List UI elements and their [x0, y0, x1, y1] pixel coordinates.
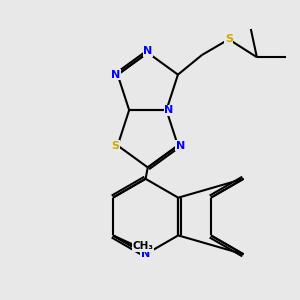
Text: S: S [225, 34, 233, 44]
Text: N: N [164, 105, 174, 115]
Text: N: N [143, 46, 152, 56]
Text: CH₃: CH₃ [132, 242, 153, 251]
Text: S: S [111, 140, 119, 151]
Text: N: N [111, 70, 120, 80]
Text: N: N [176, 140, 185, 151]
Text: N: N [141, 249, 150, 259]
